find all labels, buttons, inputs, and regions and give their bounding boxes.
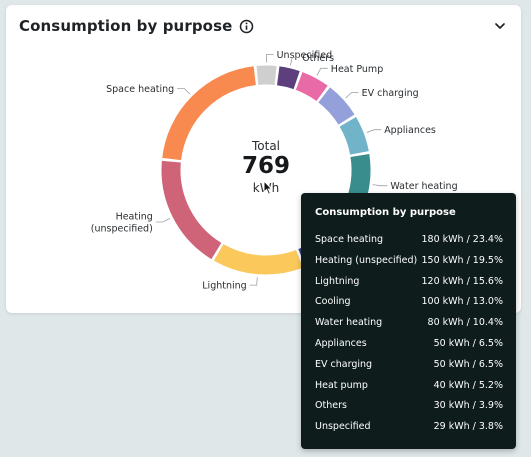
tooltip-row-name: EV charging xyxy=(315,358,373,370)
slice-leader-line xyxy=(345,92,359,99)
info-icon[interactable] xyxy=(239,19,254,34)
tooltip-row-value: 40 kWh / 5.2% xyxy=(433,379,503,391)
donut-slice[interactable] xyxy=(161,160,222,260)
slice-label: Lightning xyxy=(202,281,246,292)
slice-label: Heat Pump xyxy=(331,64,383,75)
donut-slice[interactable] xyxy=(339,116,369,155)
tooltip-rows: Space heating 180 kWh / 23.4% Heating (uns… xyxy=(315,233,503,441)
slice-label: EV charging xyxy=(362,88,419,99)
tooltip-row-name: Water heating xyxy=(315,317,383,329)
chart-tooltip: Consumption by purpose Space heating 180 … xyxy=(301,193,516,449)
slice-leader-line xyxy=(316,67,328,76)
slice-label: Unspecified xyxy=(277,50,333,61)
center-total-value: 769 xyxy=(241,153,290,179)
slice-leader-line xyxy=(177,88,191,95)
tooltip-row-name: Others xyxy=(315,400,347,412)
slice-leader-line xyxy=(290,57,300,66)
slice-label: Others xyxy=(302,53,334,64)
donut-slice[interactable] xyxy=(318,87,355,125)
center-total-label: Total xyxy=(251,139,281,153)
tooltip-row: Heating (unspecified) 150 kWh / 19.5% xyxy=(315,254,503,275)
slice-leader-line xyxy=(155,218,171,223)
tooltip-row-value: 150 kWh / 19.5% xyxy=(421,254,504,266)
tooltip-row: Heat pump 40 kWh / 5.2% xyxy=(315,379,503,400)
tooltip-title: Consumption by purpose xyxy=(315,207,456,218)
donut-slice[interactable] xyxy=(162,66,257,161)
tooltip-row-value: 100 kWh / 13.0% xyxy=(421,296,504,308)
tooltip-row-name: Heat pump xyxy=(315,379,368,391)
tooltip-row-name: Cooling xyxy=(315,296,351,308)
tooltip-row: Lightning 120 kWh / 15.6% xyxy=(315,275,503,296)
tooltip-row: Cooling 100 kWh / 13.0% xyxy=(315,295,503,316)
tooltip-row: Others 30 kWh / 3.9% xyxy=(315,399,503,420)
tooltip-row: EV charging 50 kWh / 6.5% xyxy=(315,358,503,379)
tooltip-row-name: Heating (unspecified) xyxy=(315,254,418,266)
tooltip-row: Unspecified 29 kWh / 3.8% xyxy=(315,420,503,441)
tooltip-row-value: 50 kWh / 6.5% xyxy=(433,358,503,370)
tooltip-row: Water heating 80 kWh / 10.4% xyxy=(315,316,503,337)
tooltip-row-value: 180 kWh / 23.4% xyxy=(421,234,504,245)
slice-label: Space heating xyxy=(106,84,174,95)
tooltip-row-name: Space heating xyxy=(315,234,384,245)
tooltip-row-value: 120 kWh / 15.6% xyxy=(421,275,504,287)
slice-label: Appliances xyxy=(384,125,436,136)
tooltip-row-name: Unspecified xyxy=(315,421,371,433)
tooltip-row-name: Lightning xyxy=(315,275,360,287)
tooltip-row-value: 80 kWh / 10.4% xyxy=(427,317,503,329)
card-header: Consumption by purpose xyxy=(19,14,511,38)
tooltip-row: Space heating 180 kWh / 23.4% xyxy=(315,233,503,254)
slice-leader-line xyxy=(372,184,388,187)
tooltip-row-value: 30 kWh / 3.9% xyxy=(433,400,503,412)
donut-slice[interactable] xyxy=(213,243,303,275)
donut-slice[interactable] xyxy=(295,72,328,102)
slice-leader-line xyxy=(366,129,382,133)
tooltip-row-name: Appliances xyxy=(315,337,367,349)
slice-leader-line xyxy=(249,277,258,286)
tooltip-row: Appliances 50 kWh / 6.5% xyxy=(315,337,503,358)
card-title: Consumption by purpose xyxy=(19,17,233,35)
donut-slice[interactable] xyxy=(276,66,300,90)
mouse-cursor-icon xyxy=(263,179,273,196)
chevron-down-icon[interactable] xyxy=(493,18,507,32)
slice-leader-line xyxy=(266,54,274,63)
tooltip-row-value: 29 kWh / 3.8% xyxy=(433,421,503,433)
slice-label: Water heating xyxy=(390,181,457,192)
slice-label: Heating (unspecified) xyxy=(91,212,153,235)
tooltip-row-value: 50 kWh / 6.5% xyxy=(433,337,503,349)
